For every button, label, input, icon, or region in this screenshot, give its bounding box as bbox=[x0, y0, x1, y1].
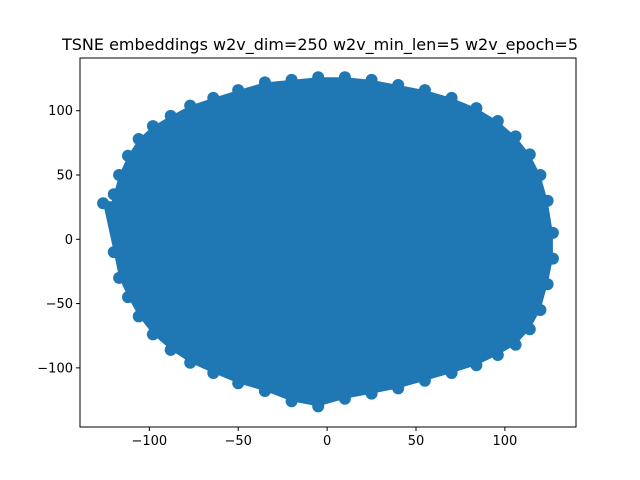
y-axis: −100 −50 0 50 100 bbox=[37, 104, 80, 376]
scatter-point bbox=[232, 84, 245, 97]
scatter-point bbox=[324, 207, 337, 220]
scatter-point bbox=[232, 377, 245, 390]
scatter-point bbox=[196, 246, 209, 259]
scatter-point bbox=[541, 194, 554, 207]
scatter-point bbox=[285, 73, 298, 86]
scatter-point bbox=[276, 130, 289, 143]
scatter-point bbox=[294, 387, 307, 400]
scatter-point bbox=[241, 156, 254, 169]
plot-area bbox=[97, 71, 559, 413]
x-axis: −100 −50 0 50 100 bbox=[131, 427, 517, 449]
y-tick-label: 100 bbox=[48, 104, 73, 119]
scatter-point bbox=[445, 91, 458, 104]
scatter-point bbox=[258, 385, 271, 397]
scatter-point bbox=[299, 233, 312, 246]
scatter-point bbox=[122, 149, 134, 162]
scatter-point bbox=[338, 392, 351, 405]
scatter-point bbox=[445, 367, 458, 379]
y-tick-label: −100 bbox=[37, 361, 73, 376]
scatter-point bbox=[132, 310, 145, 323]
scatter-point bbox=[509, 130, 522, 143]
scatter-point bbox=[250, 271, 262, 284]
scatter-point bbox=[338, 71, 351, 84]
scatter-point bbox=[401, 194, 414, 207]
scatter-point bbox=[107, 246, 120, 259]
scatter-point bbox=[523, 148, 536, 161]
x-tick-label: −100 bbox=[131, 434, 167, 449]
scatter-point bbox=[146, 120, 159, 133]
y-tick-label: −50 bbox=[46, 297, 73, 312]
scatter-point bbox=[427, 284, 440, 297]
scatter-point bbox=[470, 359, 483, 372]
scatter-point bbox=[523, 323, 536, 336]
scatter-point bbox=[306, 156, 319, 169]
y-tick-label: 0 bbox=[65, 233, 73, 248]
scatter-point bbox=[161, 226, 174, 239]
scatter-point bbox=[418, 84, 431, 97]
scatter-point bbox=[534, 169, 547, 181]
scatter-point bbox=[392, 79, 405, 91]
scatter-point bbox=[164, 109, 177, 122]
scatter-point bbox=[164, 343, 177, 356]
scatter-point bbox=[207, 367, 220, 379]
scatter-point bbox=[338, 297, 351, 310]
scatter-point bbox=[107, 188, 120, 201]
scatter-point bbox=[454, 233, 467, 246]
scatter-point bbox=[258, 76, 271, 89]
scatter-point bbox=[491, 115, 504, 127]
axes-frame bbox=[79, 57, 577, 428]
scatter-point bbox=[285, 395, 298, 408]
scatter-point bbox=[184, 356, 197, 369]
scatter-point bbox=[330, 361, 342, 374]
scatter-point bbox=[113, 271, 126, 284]
scatter-point bbox=[418, 374, 431, 387]
scatter-point bbox=[546, 226, 559, 239]
scatter-point bbox=[470, 102, 483, 115]
scatter-point bbox=[392, 382, 405, 395]
scatter-point bbox=[365, 73, 378, 86]
scatter-point bbox=[356, 117, 369, 130]
scatter-point bbox=[122, 291, 134, 304]
chart-title: TSNE embeddings w2v_dim=250 w2v_min_len=… bbox=[61, 35, 578, 55]
scatter-point-cloud bbox=[103, 77, 553, 407]
scatter-point bbox=[97, 197, 110, 210]
x-tick-label: 50 bbox=[408, 434, 425, 449]
scatter-point bbox=[331, 181, 344, 194]
scatter-point bbox=[184, 99, 197, 112]
x-tick-label: 100 bbox=[492, 434, 517, 449]
scatter-point bbox=[491, 349, 504, 361]
scatter-point bbox=[481, 239, 494, 252]
scatter-point bbox=[365, 387, 378, 400]
scatter-point bbox=[534, 304, 547, 316]
scatter-point bbox=[410, 310, 422, 323]
scatter-point bbox=[374, 220, 387, 233]
x-tick-label: 0 bbox=[323, 434, 331, 449]
scatter-point bbox=[541, 278, 554, 291]
scatter-point bbox=[321, 104, 334, 117]
scatter-point bbox=[315, 323, 328, 336]
scatter-point bbox=[207, 91, 220, 104]
scatter-point bbox=[472, 271, 485, 284]
scatter-point bbox=[132, 133, 145, 145]
scatter-point bbox=[178, 181, 191, 194]
scatter-point bbox=[383, 336, 396, 349]
y-tick-label: 50 bbox=[56, 169, 73, 184]
scatter-point bbox=[312, 71, 325, 84]
scatter-point bbox=[214, 207, 227, 220]
scatter-point bbox=[312, 400, 325, 413]
scatter-point bbox=[113, 169, 126, 181]
scatter-point bbox=[146, 328, 159, 341]
x-tick-label: −50 bbox=[225, 434, 252, 449]
scatter-point bbox=[546, 252, 559, 265]
scatter-point bbox=[347, 259, 360, 271]
scatter-point bbox=[509, 338, 522, 351]
